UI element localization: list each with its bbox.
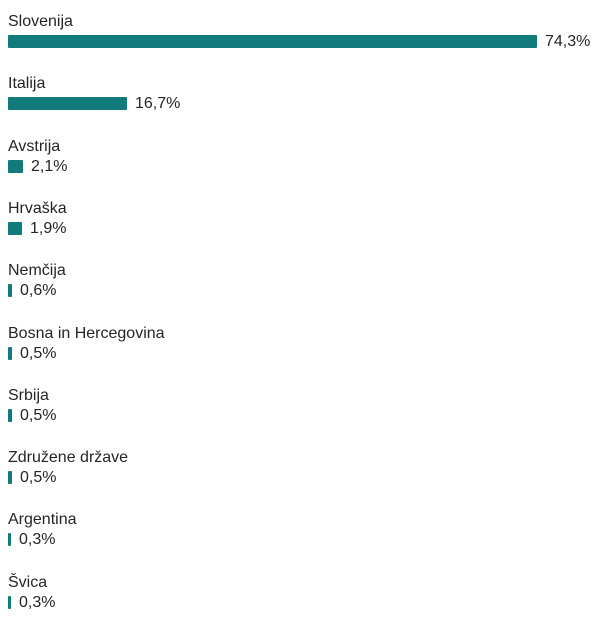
- value-label: 0,6%: [20, 282, 57, 300]
- bar-row: Srbija 0,5%: [8, 386, 599, 442]
- value-label: 0,5%: [20, 406, 57, 424]
- bar-row: Slovenija 74,3%: [8, 12, 599, 68]
- bar: [8, 471, 12, 485]
- value-label: 0,3%: [19, 593, 56, 611]
- bar: [8, 284, 12, 298]
- bar: [8, 346, 12, 360]
- bar: [8, 97, 127, 111]
- category-label: Nemčija: [8, 262, 66, 280]
- bar: [8, 408, 12, 422]
- bar-row: Hrvaška 1,9%: [8, 199, 599, 255]
- bar-row: Avstrija 2,1%: [8, 137, 599, 193]
- value-label: 74,3%: [545, 33, 591, 50]
- category-label: Srbija: [8, 386, 49, 404]
- category-label: Hrvaška: [8, 199, 67, 217]
- bar-row: Združene države 0,5%: [8, 448, 599, 504]
- category-label: Slovenija: [8, 13, 73, 30]
- value-label: 0,5%: [20, 344, 57, 362]
- bar-row: Švica 0,3%: [8, 573, 599, 629]
- category-label: Argentina: [8, 511, 77, 529]
- bar-row: Bosna in Hercegovina 0,5%: [8, 324, 599, 380]
- bar-row: Argentina 0,3%: [8, 510, 599, 566]
- bar: [8, 221, 22, 235]
- bar: [8, 595, 11, 609]
- value-label: 2,1%: [31, 157, 68, 175]
- value-label: 0,5%: [20, 469, 57, 487]
- category-label: Bosna in Hercegovina: [8, 324, 165, 342]
- bar: [8, 159, 23, 173]
- value-label: 0,3%: [19, 531, 56, 549]
- bar: [8, 35, 537, 48]
- bar-row: Italija 16,7%: [8, 74, 599, 130]
- bar: [8, 533, 11, 547]
- category-label: Avstrija: [8, 137, 61, 155]
- value-label: 1,9%: [30, 219, 67, 237]
- value-label: 16,7%: [135, 95, 181, 113]
- category-label: Združene države: [8, 449, 129, 467]
- category-label: Švica: [8, 573, 48, 591]
- bar-row: Nemčija 0,6%: [8, 261, 599, 317]
- category-label: Italija: [8, 75, 46, 93]
